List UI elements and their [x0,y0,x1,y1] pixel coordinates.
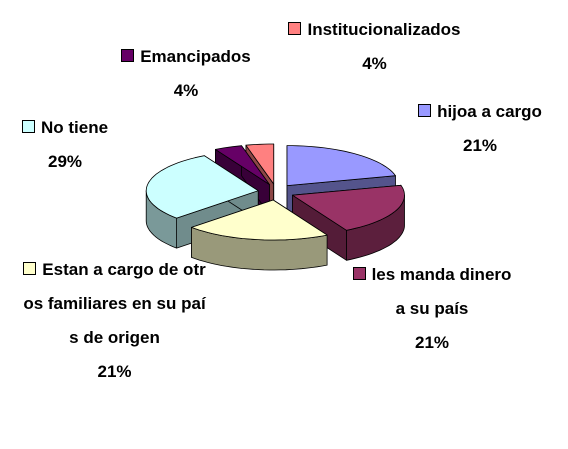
value-label: 21% [462,136,498,155]
legend-swatch [288,22,302,35]
legend-swatch [23,262,37,275]
value-label: 21% [97,362,132,381]
value-label: 29% [47,152,83,171]
category-name: les manda dinero a su país [371,265,512,318]
slice [215,145,270,185]
value-label: 4% [362,54,387,73]
slice-label: Estan a cargo de otros familiares en su … [22,253,207,389]
legend-swatch [21,120,35,133]
category-name: Emancipados [140,47,251,66]
slice-label: hijoa a cargo 21% [405,95,555,163]
legend-swatch [121,49,135,62]
category-name: hijoa a cargo [437,102,542,121]
slice-label: les manda dinero a su país 21% [352,258,512,360]
legend-swatch [352,267,366,280]
slice-label: Institucionalizados 4% [282,13,467,81]
slice-label: No tiene 29% [4,111,126,179]
value-label: 21% [414,333,450,352]
slice [145,155,259,219]
value-label: 4% [173,81,199,100]
legend-swatch [418,104,432,117]
slice [292,184,405,231]
slice [191,199,328,241]
category-name: Estan a cargo de otros familiares en su … [23,260,206,347]
slice [286,145,396,186]
slice-label: Emancipados 4% [88,40,284,108]
slice [245,143,275,185]
category-name: No tiene [40,118,109,137]
category-name: Institucionalizados [307,20,461,39]
